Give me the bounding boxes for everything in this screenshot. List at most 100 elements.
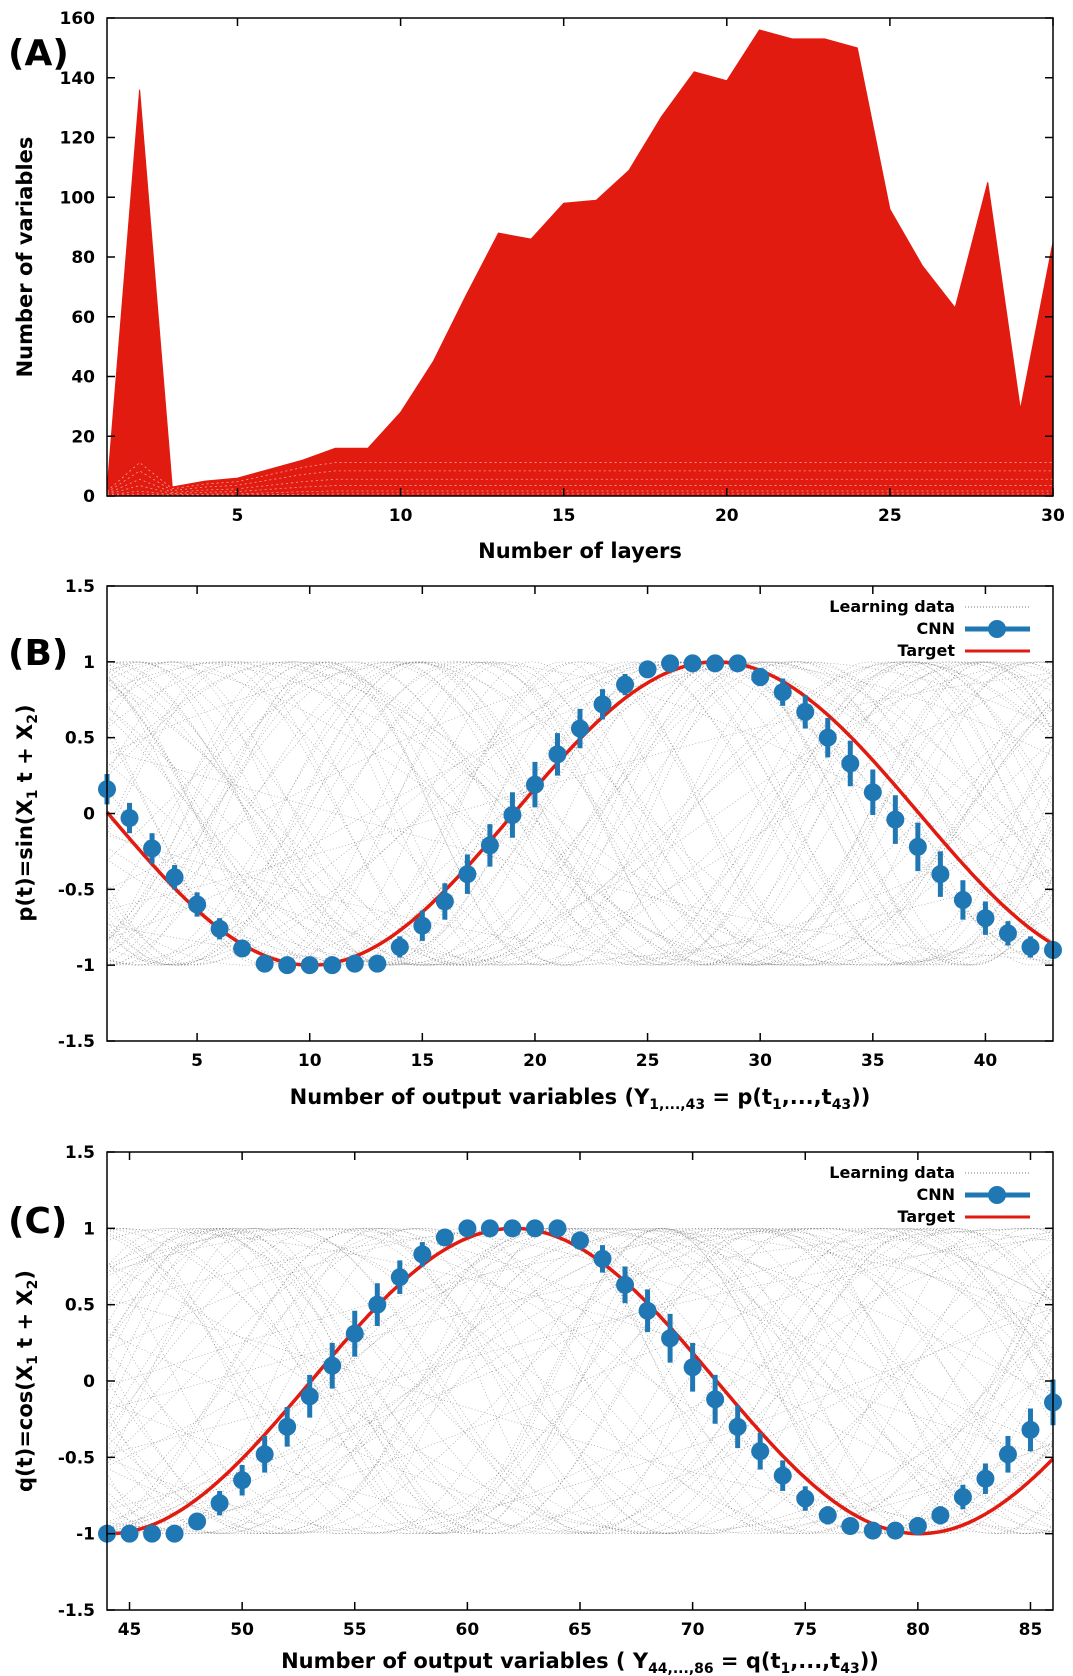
cnn-point [818,728,837,747]
panel-c-xtick-label: 85 [1019,1620,1043,1640]
learning-data-curve [106,1295,1054,1535]
cnn-point [593,1249,612,1268]
cnn-point [323,956,342,975]
cnn-point [233,1471,252,1490]
cnn-point [571,719,589,738]
panel-b-xtick-label: 25 [636,1051,660,1071]
panel-a-ytick-label: 100 [60,188,96,208]
area-layer-line [106,485,1053,495]
cnn-point [683,1358,702,1377]
cnn-point [300,1387,319,1406]
panel-a-ytick-label: 80 [71,248,95,268]
panel-a-ytick-label: 60 [71,308,95,328]
learning-data-curve [106,661,1054,966]
cnn-point [931,865,950,884]
panel-c-xtick-label: 65 [568,1620,592,1640]
panel-c-ytick-label: 1 [83,1219,95,1239]
learning-data-curve [106,1234,1054,1535]
panel-b: (B) 5 10 15 20 25 30 35 40 -1.5 -1 -0.5 0 0.5 1 1.5 Le… [8,577,1062,1113]
panel-b-xlabel: Number of output variables (Y1,...,43 = … [290,1085,871,1113]
cnn-point [188,1512,207,1531]
cnn-point [1021,937,1040,956]
panel-a-xtick-label: 5 [232,506,244,526]
cnn-point [998,1445,1017,1464]
panel-c-ytick-label: -0.5 [58,1448,95,1468]
cnn-point [976,909,995,928]
panel-b-ylabel: p(t)=sin(X1 t + X2) [13,704,41,921]
cnn-point [143,839,162,858]
learning-data-curve [106,1228,1054,1534]
cnn-point [841,754,860,773]
learning-data-curve [106,661,1054,966]
legend-cnn-marker [988,620,1006,638]
learning-data-curve [106,676,1054,966]
cnn-point [728,654,747,673]
panel-b-legend: Learning data CNN Target [829,597,1030,660]
learning-data-curve [106,661,1054,966]
panel-c-xtick-label: 50 [230,1620,254,1640]
learning-data-curve [106,1231,1054,1531]
cnn-point [976,1469,995,1488]
cnn-point [886,1521,905,1540]
learning-data-curve [106,1227,1054,1311]
panel-a-ytick-label: 40 [71,368,95,388]
cnn-point [706,654,725,673]
learning-data-curve [106,661,1054,966]
learning-data-curve [106,869,1054,966]
learning-data-curve [106,661,1054,966]
learning-data-curve [106,661,1054,966]
cnn-point [908,837,927,856]
learning-data-curve [106,1264,1054,1535]
panel-c: (C) 45 50 55 60 65 70 75 80 85 -1.5 -1 -0.5 0 0.5 1 1.5… [8,1143,1062,1676]
cnn-point [1021,1420,1040,1439]
legend-cnn-marker [988,1186,1006,1204]
cnn-point [998,924,1017,943]
panel-a-xtick-label: 20 [715,506,739,526]
panel-a: (A) 5 10 15 20 25 30 0 20 40 60 80 100 120 140 160 Num… [8,9,1065,563]
learning-data-curve [106,814,1054,966]
learning-data-curve [106,661,1054,966]
area-layer-line [106,470,1053,493]
learning-data-curve [106,661,1054,966]
cnn-point [751,1442,770,1461]
cnn-point [886,810,905,829]
panel-b-ytick-label: 0.5 [65,729,95,749]
learning-data-curve [106,661,1054,966]
cnn-point [435,892,454,911]
cnn-point [525,1219,544,1238]
learning-data-curve [106,1227,1054,1534]
cnn-point [818,1506,837,1525]
cnn-point [255,954,274,973]
cnn-point [345,1324,364,1343]
learning-data-curve [106,661,1054,966]
learning-data-curve [106,661,1054,966]
cnn-point [661,654,680,673]
cnn-point [413,916,432,935]
cnn-point [908,1517,927,1536]
learning-data-curve [106,1227,1054,1534]
learning-data-curve [106,750,1054,962]
cnn-point [188,895,207,914]
learning-data-curve [106,1401,1054,1535]
cnn-point [503,1219,522,1238]
learning-data-curve [106,1227,1054,1533]
cnn-point [616,675,635,694]
learning-data-curve [106,1227,1054,1535]
panel-a-ytick-label: 120 [60,129,96,149]
learning-data-curve [106,1228,1054,1535]
learning-data-curve [106,661,1054,966]
learning-data-curve [106,1298,1054,1532]
learning-data-curve [106,1228,1054,1534]
panel-a-xtick-label: 10 [389,506,413,526]
learning-data-curve [106,661,1054,966]
cnn-point [728,1417,747,1436]
legend-learning-label: Learning data [829,597,955,616]
cnn-point [638,1301,657,1320]
learning-data-curve [106,1228,1054,1534]
panel-b-label: (B) [8,633,68,674]
learning-data-curve [106,661,1054,966]
legend-cnn-label: CNN [916,1185,955,1204]
learning-data-curve [106,1227,1054,1535]
learning-data-curve [106,1227,1054,1534]
panel-b-ytick-label: -1 [76,956,95,976]
